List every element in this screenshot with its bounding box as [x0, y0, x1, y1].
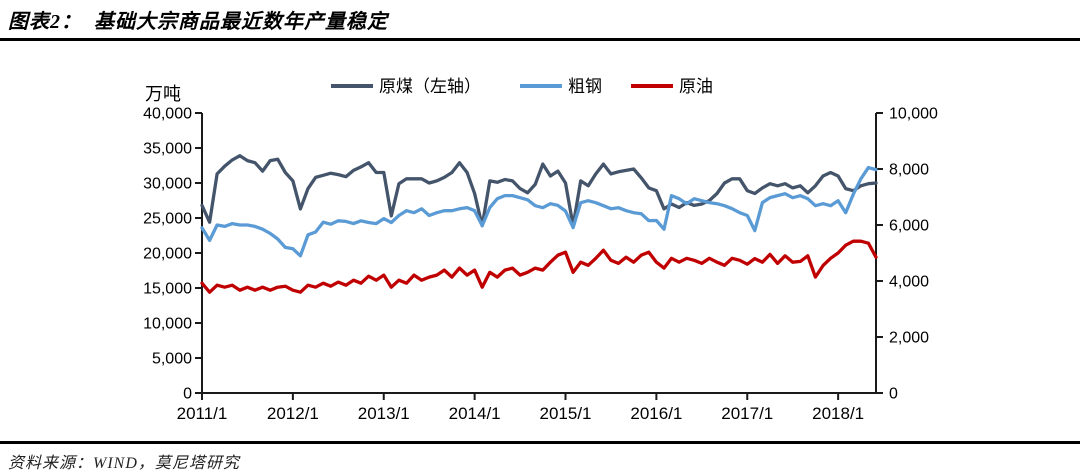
y-axis-left-tick-label: 30,000	[143, 176, 192, 193]
y-axis-left-tick-label: 40,000	[143, 106, 192, 123]
source-note: 资料来源：WIND，莫尼塔研究	[8, 455, 240, 472]
y-axis-left-tick-label: 20,000	[143, 246, 192, 263]
series-crude-oil-line	[200, 239, 878, 294]
x-axis-tick-label: 2011/1	[177, 404, 228, 423]
series-raw-coal-line	[200, 154, 878, 228]
y-axis-left-tick-label: 35,000	[143, 141, 192, 158]
y-axis-right-tick-label: 4,000	[889, 274, 929, 291]
x-axis-tick-label: 2015/1	[540, 404, 592, 423]
legend-label-raw-coal: 原煤（左轴）	[379, 77, 481, 96]
y-axis-left-tick-label: 15,000	[143, 281, 192, 298]
x-axis-tick-label: 2012/1	[267, 404, 319, 423]
title-rule	[0, 38, 1080, 41]
y-axis-right-tick-label: 2,000	[889, 330, 929, 347]
x-axis-tick-label: 2017/1	[721, 404, 773, 423]
y-axis-left-tick-label: 0	[183, 386, 192, 403]
y-axis-left-tick-label: 10,000	[143, 316, 192, 333]
series-crude-steel-line	[200, 165, 878, 258]
y-axis-right-tick-label: 10,000	[889, 106, 938, 123]
y-axis-right-tick-label: 6,000	[889, 218, 929, 235]
footer-rule	[0, 441, 1080, 444]
y-axis-left-tick-label: 25,000	[143, 211, 192, 228]
legend-label-crude-oil: 原油	[679, 77, 713, 96]
legend-label-crude-steel: 粗钢	[568, 77, 602, 96]
x-axis-tick-label: 2014/1	[449, 404, 501, 423]
x-axis-tick-label: 2016/1	[630, 404, 682, 423]
x-axis-tick-label: 2013/1	[358, 404, 410, 423]
x-axis-tick-label: 2018/1	[812, 404, 864, 423]
chart-title: 图表2： 基础大宗商品最近数年产量稳定	[8, 11, 388, 33]
y-axis-left-tick-label: 5,000	[152, 351, 192, 368]
y-axis-right-tick-label: 0	[889, 386, 898, 403]
y-axis-right-tick-label: 8,000	[889, 162, 929, 179]
left-axis-unit-label: 万吨	[145, 84, 181, 104]
